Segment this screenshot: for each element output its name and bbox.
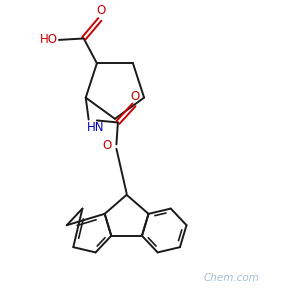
Text: O: O — [97, 4, 106, 16]
Text: HO: HO — [39, 33, 57, 46]
Text: O: O — [102, 140, 111, 152]
Text: Chem.com: Chem.com — [204, 273, 260, 283]
Text: O: O — [131, 90, 140, 103]
Text: HN: HN — [87, 121, 105, 134]
